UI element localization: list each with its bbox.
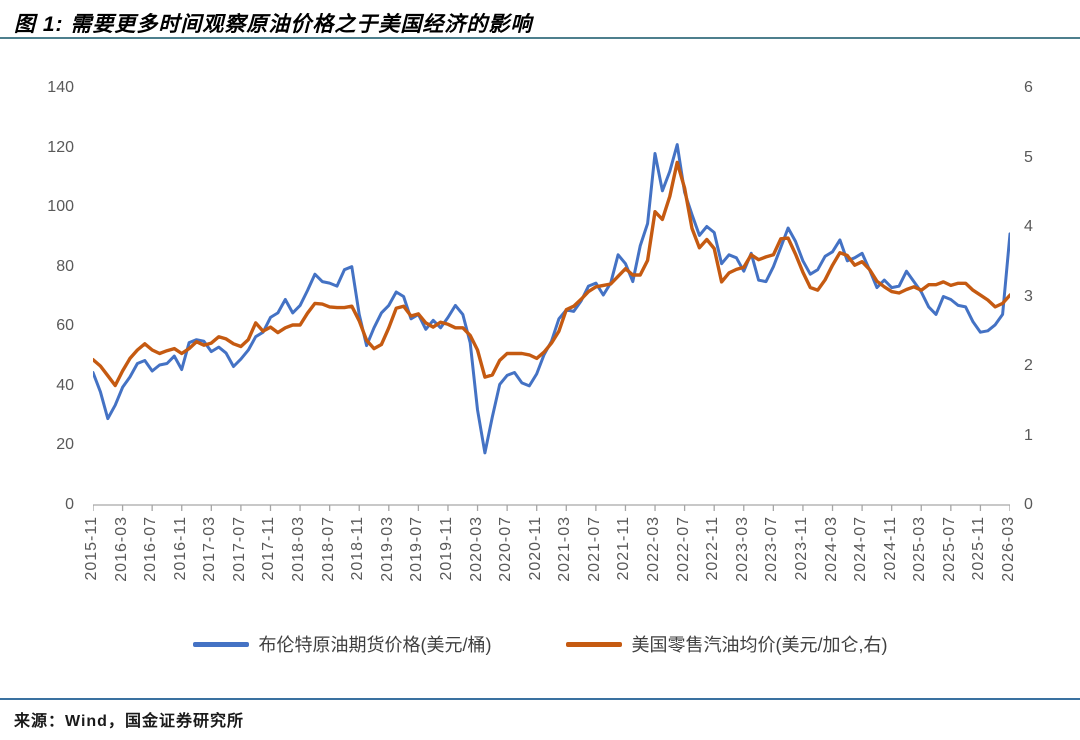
x-axis-tick-label: 2016-11 xyxy=(171,516,189,581)
x-axis-tick-label: 2020-07 xyxy=(497,516,515,582)
x-axis-tick-label: 2015-11 xyxy=(83,516,100,581)
x-axis-tick-label: 2024-07 xyxy=(852,516,870,582)
x-axis-tick-label: 2018-11 xyxy=(349,516,367,581)
x-axis: 2015-11 2016-03 2016-07 2016-11 2017-03 2017-… xyxy=(83,516,1017,616)
x-axis-tick-label: 2020-11 xyxy=(526,516,544,581)
right-axis-tick-label: 1 xyxy=(1024,426,1033,444)
x-axis-tick-label: 2022-03 xyxy=(645,516,663,582)
right-axis-tick-label: 6 xyxy=(1024,79,1033,96)
x-axis-tick-label: 2026-03 xyxy=(1000,516,1017,582)
left-axis-tick-label: 60 xyxy=(56,317,74,335)
x-axis-tick-label: 2016-07 xyxy=(142,516,160,582)
left-axis-tick-label: 80 xyxy=(56,257,74,275)
title-divider xyxy=(0,37,1080,39)
x-axis-tick-label: 2022-11 xyxy=(704,516,722,581)
x-axis-tick-label: 2017-03 xyxy=(201,516,219,582)
right-axis-tick-label: 0 xyxy=(1024,496,1033,513)
x-axis-tick-label: 2016-03 xyxy=(112,516,130,582)
x-axis-tick-label: 2024-11 xyxy=(881,516,899,581)
footer-divider xyxy=(0,698,1080,700)
right-axis-tick-label: 4 xyxy=(1024,218,1033,235)
brent-legend-swatch xyxy=(192,641,249,647)
gasoline-legend-label: 美国零售汽油均价(美元/加仑,右) xyxy=(631,635,888,655)
x-axis-tick-label: 2023-07 xyxy=(763,516,781,582)
gasoline-legend-swatch xyxy=(565,641,622,647)
x-axis-tick-label: 2018-03 xyxy=(290,516,308,582)
right-axis-tick-label: 5 xyxy=(1024,148,1033,166)
left-axis-tick-label: 140 xyxy=(47,79,74,96)
x-axis-tick-label: 2019-07 xyxy=(408,516,426,582)
right-axis-tick-label: 3 xyxy=(1024,287,1033,305)
x-axis-tick-label: 2022-07 xyxy=(674,516,692,582)
figure-title: 图 1: 需要更多时间观察原油价格之于美国经济的影响 xyxy=(14,13,533,36)
x-axis-tick-label: 2020-03 xyxy=(467,516,485,582)
x-axis-tick-label: 2019-11 xyxy=(437,516,455,581)
legend-item-brent: 布伦特原油期货价格(美元/桶) xyxy=(192,631,492,657)
x-axis-tick-label: 2021-07 xyxy=(585,516,603,582)
source-note: 来源：Wind，国金证券研究所 xyxy=(14,713,244,730)
left-axis-tick-label: 20 xyxy=(56,436,74,454)
right-axis-tick-label: 2 xyxy=(1024,357,1033,374)
brent-legend-label: 布伦特原油期货价格(美元/桶) xyxy=(258,635,492,655)
x-axis-tick-label: 2021-11 xyxy=(615,516,633,581)
x-axis-tick-label: 2024-03 xyxy=(822,516,840,582)
x-axis-tick-label: 2023-11 xyxy=(792,516,810,581)
dual-axis-line-chart xyxy=(93,143,1010,511)
legend-item-gasoline: 美国零售汽油均价(美元/加仑,右) xyxy=(565,631,888,657)
left-axis-tick-label: 100 xyxy=(47,198,74,216)
left-axis-tick-label: 40 xyxy=(56,376,74,394)
chart-legend: 布伦特原油期货价格(美元/桶) 美国零售汽油均价(美元/加仑,右) xyxy=(0,631,1080,657)
x-axis-tick-label: 2025-03 xyxy=(911,516,929,582)
x-axis-tick-label: 2019-03 xyxy=(378,516,396,582)
left-axis-tick-label: 0 xyxy=(65,496,74,513)
x-axis-tick-label: 2025-11 xyxy=(970,516,988,581)
x-axis-tick-label: 2017-07 xyxy=(230,516,248,582)
x-axis-tick-label: 2023-03 xyxy=(733,516,751,582)
x-axis-tick-label: 2025-07 xyxy=(940,516,958,582)
x-axis-tick-label: 2021-03 xyxy=(556,516,574,582)
x-axis-tick-label: 2017-11 xyxy=(260,516,278,581)
gasoline-line-series xyxy=(93,160,1010,388)
x-axis-tick-label: 2018-07 xyxy=(319,516,337,582)
brent-line-series xyxy=(93,143,1010,455)
left-axis-tick-label: 120 xyxy=(47,138,74,156)
